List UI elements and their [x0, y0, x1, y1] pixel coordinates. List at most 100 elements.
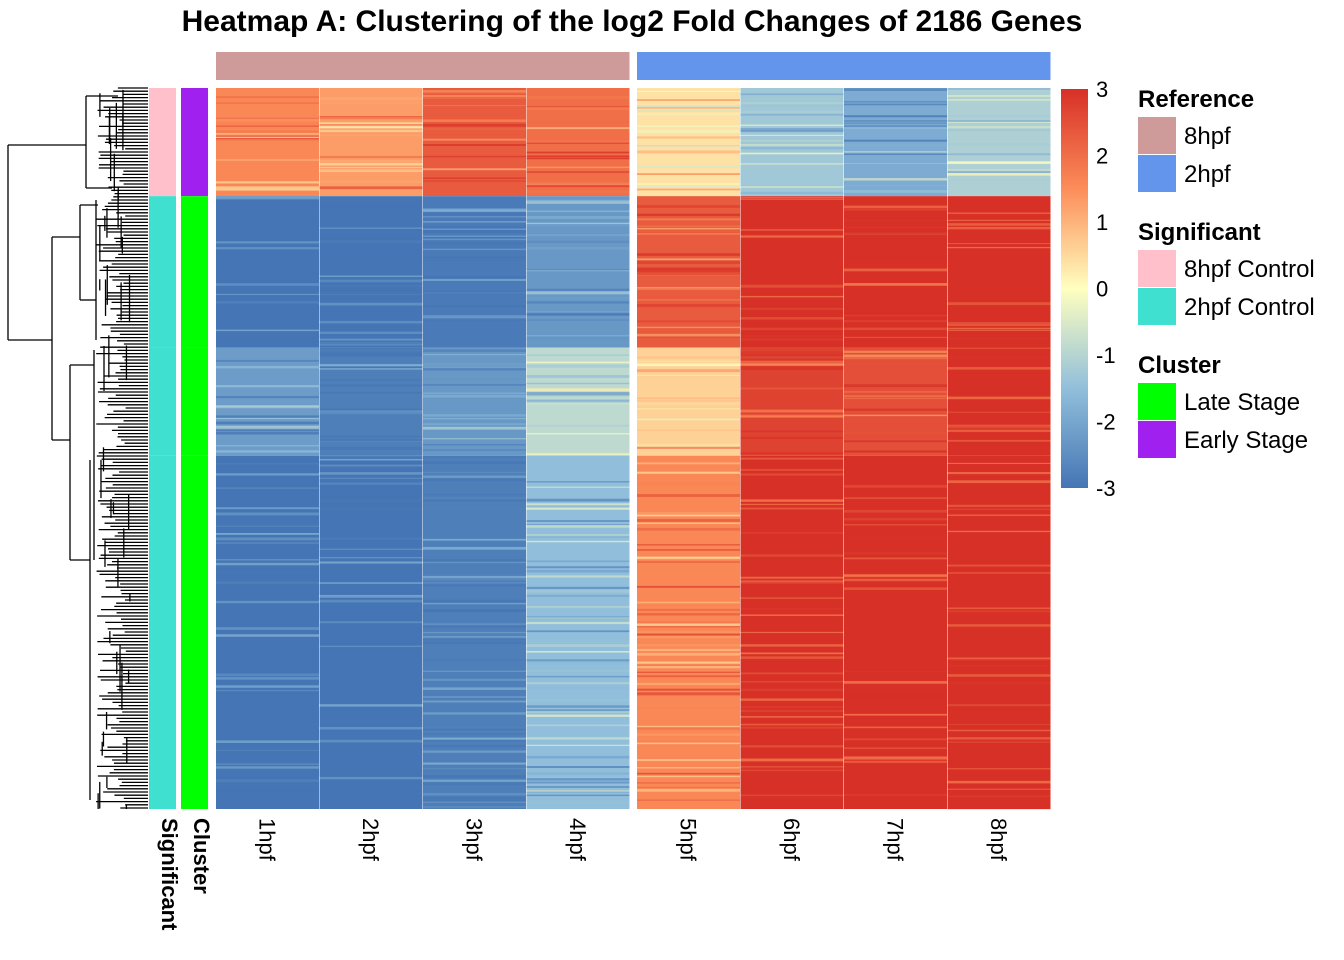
heatmap-texture — [526, 589, 630, 593]
heatmap-texture — [319, 220, 423, 223]
heatmap-texture — [423, 538, 526, 542]
heatmap-texture — [740, 468, 844, 471]
heatmap-texture — [947, 572, 1051, 574]
heatmap-texture — [844, 765, 947, 769]
heatmap-texture — [637, 608, 740, 611]
heatmap-texture — [637, 786, 740, 789]
heatmap-texture — [216, 704, 319, 707]
heatmap-texture — [740, 388, 844, 390]
column-labels: 1hpf 2hpf 3hpf 4hpf 5hpf 6hpf 7hpf 8hpf — [255, 818, 1012, 862]
heatmap-texture — [216, 547, 319, 551]
heatmap-texture — [216, 481, 319, 485]
heatmap-texture — [526, 794, 630, 797]
heatmap-cell — [319, 196, 423, 348]
heatmap-texture — [423, 750, 526, 752]
heatmap-texture — [216, 575, 319, 577]
heatmap-texture — [740, 334, 844, 338]
heatmap-texture — [947, 564, 1051, 567]
legend-label: 8hpf — [1184, 123, 1231, 150]
heatmap-texture — [216, 117, 319, 120]
heatmap-texture — [216, 445, 319, 447]
color-scale-tick-label: 3 — [1096, 77, 1108, 102]
color-scale-tick-label: 1 — [1096, 210, 1108, 235]
heatmap-cell — [216, 196, 319, 348]
heatmap-texture — [740, 658, 844, 662]
heatmap-texture — [216, 691, 319, 694]
heatmap-texture — [637, 648, 740, 652]
heatmap-texture — [319, 589, 423, 592]
heatmap-texture — [216, 766, 319, 769]
heatmap-cell — [740, 196, 844, 348]
heatmap-texture — [526, 481, 630, 483]
heatmap-texture — [423, 363, 526, 366]
heatmap-texture — [740, 499, 844, 502]
heatmap-texture — [216, 118, 319, 121]
heatmap-texture — [423, 475, 526, 478]
heatmap-texture — [844, 314, 947, 317]
heatmap-texture — [740, 104, 844, 107]
heatmap-texture — [844, 139, 947, 142]
heatmap-texture — [423, 318, 526, 321]
row-annotation-label: Cluster — [189, 818, 214, 894]
heatmap-texture — [637, 675, 740, 678]
heatmap-texture — [844, 121, 947, 124]
heatmap-texture — [844, 726, 947, 729]
heatmap-texture — [947, 581, 1051, 584]
heatmap-texture — [423, 395, 526, 398]
column-label: 8hpf — [986, 818, 1011, 862]
heatmap-texture — [740, 234, 844, 238]
heatmap-texture — [423, 349, 526, 353]
heatmap-texture — [216, 301, 319, 305]
heatmap-texture — [319, 695, 423, 699]
heatmap-texture — [526, 498, 630, 502]
heatmap-texture — [216, 280, 319, 283]
heatmap-texture — [844, 723, 947, 725]
heatmap-texture — [526, 314, 630, 316]
heatmap-texture — [526, 185, 630, 188]
heatmap-texture — [319, 249, 423, 252]
heatmap-texture — [947, 431, 1051, 435]
heatmap-texture — [637, 775, 740, 778]
heatmap-texture — [740, 143, 844, 147]
heatmap-texture — [844, 756, 947, 760]
heatmap-texture — [526, 705, 630, 709]
heatmap-texture — [319, 595, 423, 598]
legend-title: Cluster — [1138, 352, 1221, 379]
heatmap-texture — [740, 543, 844, 547]
column-label: 5hpf — [676, 818, 701, 862]
heatmap-texture — [319, 486, 423, 489]
cluster-annotation-cell — [181, 196, 208, 348]
heatmap-cell — [216, 347, 319, 456]
heatmap-texture — [947, 95, 1051, 97]
heatmap-texture — [216, 459, 319, 463]
heatmap-texture — [319, 461, 423, 464]
heatmap-texture — [526, 424, 630, 427]
heatmap-texture — [740, 672, 844, 675]
heatmap-texture — [319, 342, 423, 344]
heatmap-texture — [947, 226, 1051, 230]
heatmap-texture — [526, 269, 630, 272]
heatmap-texture — [637, 374, 740, 377]
heatmap-texture — [526, 781, 630, 784]
heatmap-texture — [947, 285, 1051, 288]
heatmap-texture — [947, 98, 1051, 101]
heatmap-texture — [319, 666, 423, 669]
heatmap-texture — [319, 446, 423, 450]
significant-annotation-cell — [149, 196, 176, 348]
heatmap-texture — [216, 662, 319, 664]
heatmap-texture — [844, 547, 947, 550]
heatmap-texture — [844, 219, 947, 222]
heatmap-texture — [216, 677, 319, 680]
heatmap-texture — [526, 388, 630, 392]
heatmap-texture — [526, 586, 630, 589]
heatmap-texture — [526, 507, 630, 510]
heatmap-texture — [319, 284, 423, 286]
heatmap-texture — [947, 674, 1051, 677]
heatmap-texture — [947, 251, 1051, 254]
heatmap-texture — [319, 755, 423, 758]
heatmap-texture — [947, 795, 1051, 798]
heatmap-texture — [637, 253, 740, 256]
heatmap-texture — [526, 216, 630, 219]
heatmap-texture — [844, 670, 947, 673]
heatmap-texture — [637, 688, 740, 691]
